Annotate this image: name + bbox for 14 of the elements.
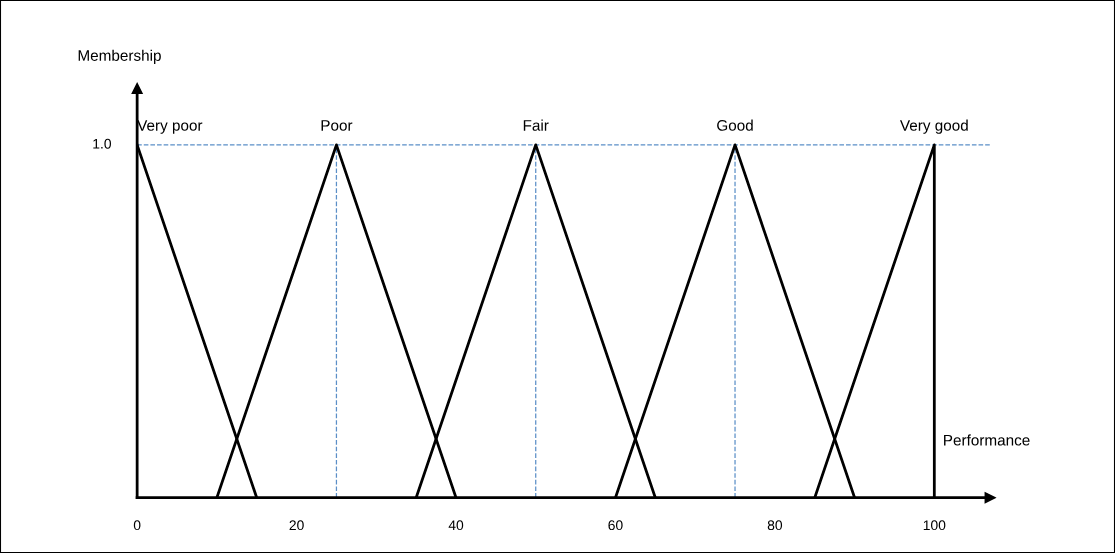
x-tick-label: 100 — [923, 520, 946, 531]
x-tick-label: 60 — [608, 520, 623, 531]
x-tick-label: 40 — [448, 520, 464, 531]
annotation: Very good — [899, 119, 968, 134]
x-tick-label: 0 — [133, 520, 141, 531]
annotation: Fair — [523, 119, 549, 131]
annotation: Very poor — [137, 120, 203, 134]
text: Membership — [78, 49, 161, 64]
ref-line-label: 1.0 — [93, 138, 112, 149]
x-axis-title: Performance — [944, 434, 1030, 446]
x-tick-label: 20 — [289, 520, 304, 531]
x-tick-label: 80 — [767, 520, 783, 531]
annotation: Poor — [321, 120, 353, 131]
annotation: Good — [717, 119, 753, 131]
